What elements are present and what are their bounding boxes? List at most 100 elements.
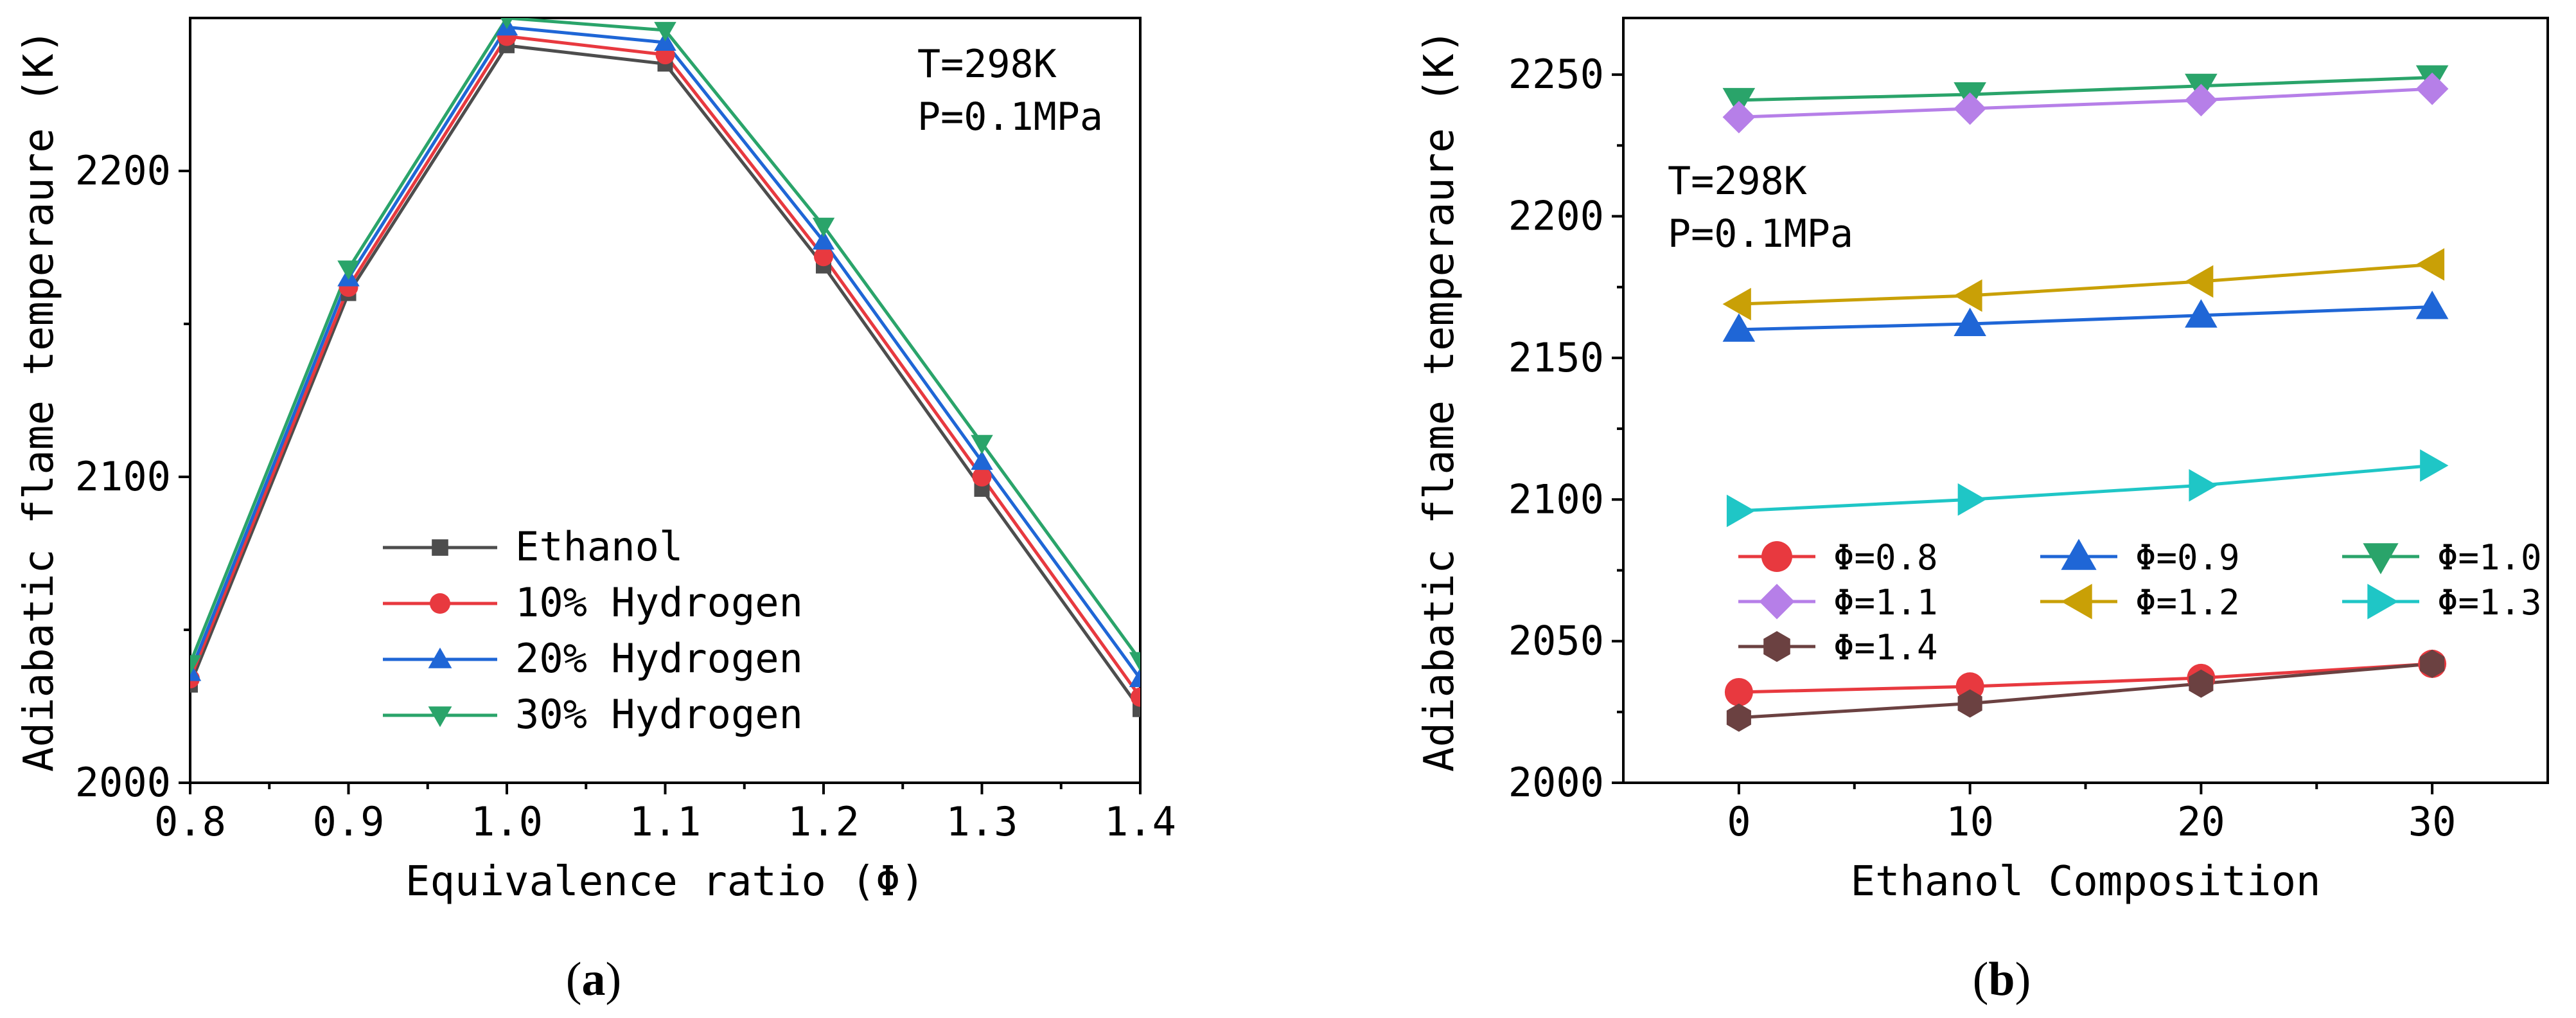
legend-marker: [2061, 584, 2092, 620]
series-line: [1738, 463, 2433, 513]
data-point: [2185, 299, 2218, 328]
data-point: [971, 450, 993, 470]
x-tick-label: 1.0: [471, 798, 543, 845]
x-tick-label: 1.3: [946, 798, 1018, 845]
data-point: [2415, 290, 2449, 319]
series-line: [1738, 76, 2433, 102]
data-point: [1726, 703, 1751, 732]
data-point: [2415, 72, 2449, 105]
data-point: [190, 655, 202, 675]
data-point: [654, 22, 676, 42]
data-point: [1722, 287, 1751, 321]
legend-label: Φ=1.1: [1833, 582, 1938, 623]
data-point: [2415, 248, 2445, 281]
data-point: [814, 247, 833, 267]
legend-label: Φ=0.8: [1833, 537, 1938, 578]
data-point: [2189, 469, 2218, 502]
legend-marker: [2061, 539, 2097, 570]
plot-frame: [1622, 17, 2549, 784]
legend-marker: [1763, 631, 1790, 662]
series-line: [1738, 305, 2433, 332]
y-tick-label: 2000: [75, 759, 171, 806]
series-line: [1738, 662, 2433, 694]
legend-marker: [1761, 541, 1792, 572]
data-point: [2420, 649, 2445, 678]
data-point: [1724, 677, 1753, 706]
legend-marker: [1759, 584, 1795, 620]
plot-area: [1722, 65, 2449, 732]
x-tick-label: 10: [1946, 798, 1994, 845]
legend-label: Φ=1.3: [2437, 582, 2542, 623]
y-tick-label: 2200: [1508, 193, 1604, 240]
data-point: [1722, 313, 1756, 342]
legend-label: Φ=1.4: [1833, 627, 1938, 668]
data-point: [2189, 669, 2214, 698]
x-tick-label: 0.9: [313, 798, 385, 845]
x-tick-label: 0.8: [154, 798, 226, 845]
data-point: [2185, 84, 2218, 117]
data-point: [2420, 449, 2449, 482]
panel-label: (a): [566, 953, 621, 1006]
x-tick-label: 0: [1727, 798, 1751, 845]
annotation-text: T=298K: [917, 42, 1057, 87]
series-line: [1738, 87, 2433, 119]
legend-label: 10% Hydrogen: [515, 579, 803, 626]
data-point: [971, 434, 993, 454]
legend-label: 20% Hydrogen: [515, 635, 803, 682]
annotation-text: T=298K: [1668, 159, 1807, 204]
series-line: [1738, 262, 2433, 306]
legend-marker: [2363, 543, 2399, 575]
data-point: [1954, 92, 1986, 125]
y-tick-label: 2000: [1508, 759, 1604, 806]
data-point: [812, 230, 835, 250]
annotation-text: P=0.1MPa: [917, 94, 1103, 139]
x-tick-label: 1.4: [1104, 798, 1176, 845]
legend-label: 30% Hydrogen: [515, 691, 803, 738]
data-point: [500, 18, 513, 30]
data-point: [1722, 100, 1756, 134]
x-axis-title: Equivalence ratio (Φ): [405, 858, 925, 906]
legend-marker: [428, 647, 452, 668]
x-tick-label: 30: [2408, 798, 2457, 845]
legend-label: Ethanol: [515, 523, 683, 570]
y-tick-label: 2200: [75, 147, 171, 194]
legend-marker: [428, 706, 452, 728]
legend-marker: [430, 593, 450, 614]
y-tick-label: 2100: [1508, 476, 1604, 522]
data-point: [1726, 494, 1756, 528]
data-point: [812, 217, 835, 237]
legend-marker: [2367, 584, 2399, 620]
data-point: [337, 260, 360, 280]
x-axis-title: Ethanol Composition: [1850, 858, 2320, 906]
y-tick-label: 2050: [1508, 618, 1604, 665]
data-point: [2185, 265, 2214, 298]
legend: Ethanol 10% Hydrogen 20% Hydrogen 30% Hydro…: [383, 523, 803, 738]
legend-marker: [432, 539, 448, 556]
legend-label: Φ=1.0: [2437, 537, 2542, 578]
x-tick-label: 1.1: [630, 798, 701, 845]
chart-panel-b: 0 10 20 30 2000 2050 2100 2150 2200 2250 Ethanol C…: [1416, 17, 2549, 1006]
x-tick-label: 1.2: [788, 798, 860, 845]
y-axis-title: Adiabatic flame temperaure (K): [1416, 29, 1463, 772]
chart-panel-a: 0.8 0.9 1.0 1.1 1.2 1.3 1.4 2000 2100 2200 Equival…: [15, 17, 1176, 1006]
data-point: [1129, 652, 1140, 672]
legend: Φ=0.8 Φ=0.9 Φ=1.0 Φ=1.1 Φ=1.2 Φ=1.3 Φ=1.4: [1738, 537, 2542, 668]
data-point: [1129, 667, 1140, 688]
data-point: [1954, 307, 1986, 336]
x-tick-label: 20: [2177, 798, 2225, 845]
data-point: [1957, 483, 1986, 516]
data-point: [1957, 689, 1982, 718]
data-point: [1954, 279, 1982, 312]
y-tick-label: 2100: [75, 453, 171, 500]
y-tick-label: 2250: [1508, 51, 1604, 98]
legend-label: Φ=1.2: [2135, 582, 2240, 623]
annotation-text: P=0.1MPa: [1668, 211, 1853, 256]
plot-area: [190, 18, 1140, 717]
panel-label: (b): [1973, 953, 2031, 1006]
y-tick-label: 2150: [1508, 334, 1604, 381]
data-point: [1131, 687, 1140, 707]
data-point: [972, 467, 992, 487]
y-axis-title: Adiabatic flame temperaure (K): [15, 29, 63, 772]
legend-label: Φ=0.9: [2135, 537, 2240, 578]
